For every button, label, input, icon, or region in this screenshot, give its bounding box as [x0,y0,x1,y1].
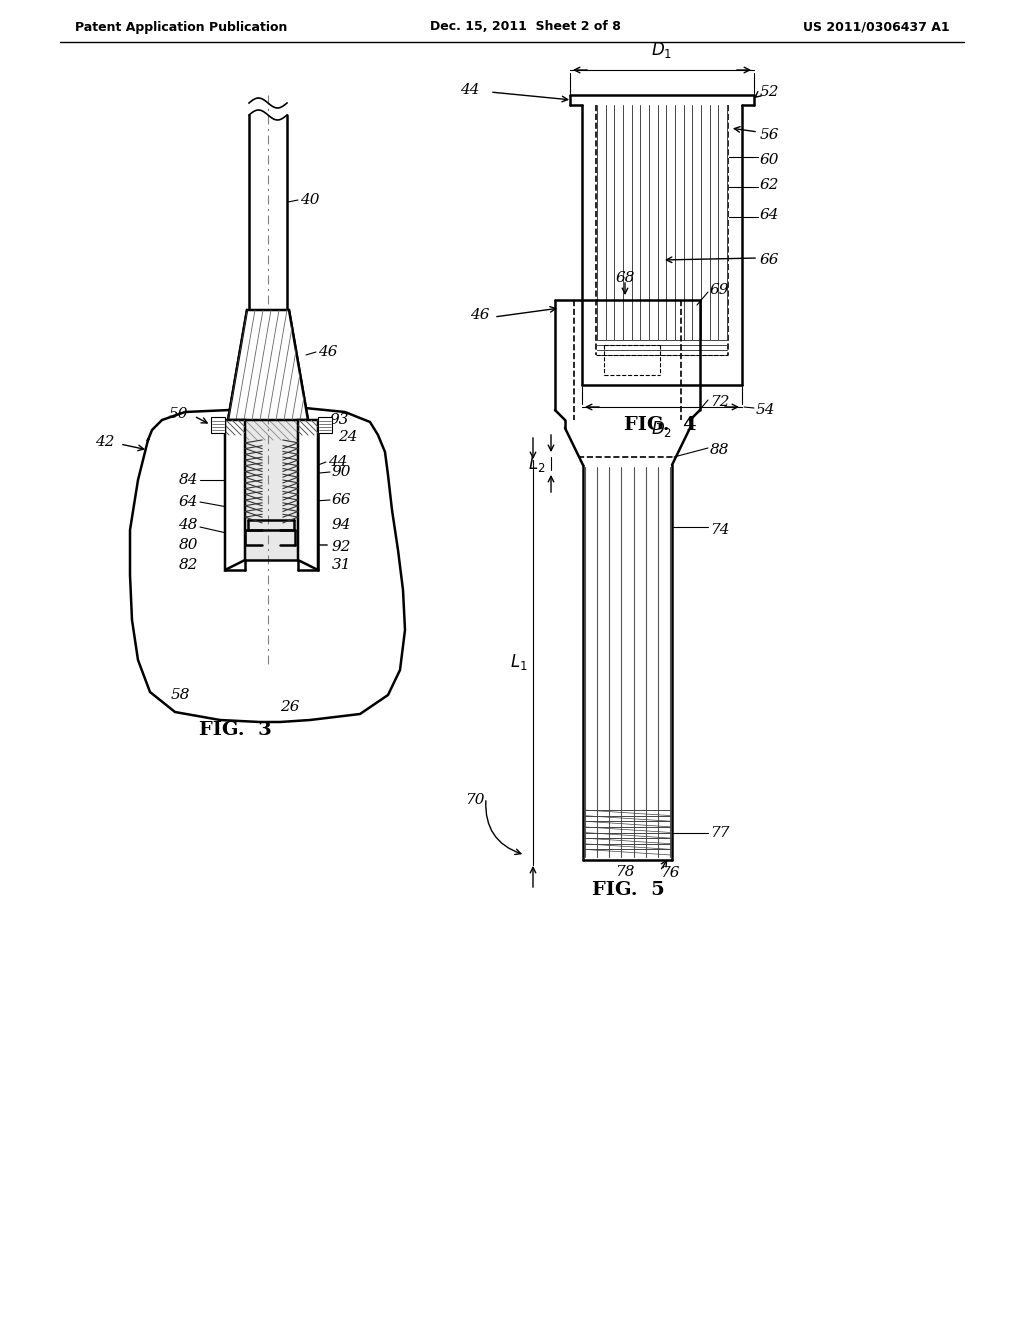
Text: FIG.  5: FIG. 5 [592,880,665,899]
Text: $D_1$: $D_1$ [651,40,673,59]
Text: Dec. 15, 2011  Sheet 2 of 8: Dec. 15, 2011 Sheet 2 of 8 [430,21,621,33]
Text: 93: 93 [330,413,349,426]
Polygon shape [318,417,332,433]
Text: 50: 50 [169,407,188,421]
Text: 90: 90 [332,465,351,479]
Text: 44: 44 [461,83,480,96]
Text: 84: 84 [178,473,198,487]
Text: 76: 76 [660,866,680,880]
Text: 58: 58 [170,688,189,702]
Text: 24: 24 [338,430,357,444]
Text: 74: 74 [710,523,729,537]
Polygon shape [228,310,308,420]
Text: 26: 26 [281,700,300,714]
Text: 48: 48 [178,517,198,532]
Text: 82: 82 [178,558,198,572]
Text: 80: 80 [178,539,198,552]
Text: $L_1$: $L_1$ [510,652,528,672]
Text: 52: 52 [760,84,779,99]
Text: 70: 70 [466,793,485,807]
Text: FIG.  4: FIG. 4 [624,416,696,434]
Text: 66: 66 [332,492,351,507]
Text: 66: 66 [760,253,779,267]
Text: $L_2$: $L_2$ [528,454,546,474]
Text: FIG.  3: FIG. 3 [199,721,271,739]
Text: 54: 54 [756,403,775,417]
Text: $D_2$: $D_2$ [651,418,673,440]
Text: 72: 72 [710,395,729,409]
Text: 40: 40 [300,193,319,207]
Text: 64: 64 [760,209,779,222]
Text: 69: 69 [710,282,729,297]
Text: 88: 88 [710,444,729,457]
Text: 64: 64 [178,495,198,510]
Polygon shape [211,417,225,433]
Text: 68: 68 [615,271,635,285]
Text: 60: 60 [760,153,779,168]
Text: US 2011/0306437 A1: US 2011/0306437 A1 [804,21,950,33]
Text: 44: 44 [328,455,347,469]
Text: Patent Application Publication: Patent Application Publication [75,21,288,33]
Polygon shape [245,420,298,560]
Text: 46: 46 [318,345,338,359]
Text: 78: 78 [615,865,635,879]
Text: 56: 56 [760,128,779,143]
Polygon shape [298,420,318,570]
Text: 42: 42 [95,436,115,449]
Polygon shape [225,420,245,570]
Text: 94: 94 [332,517,351,532]
Text: 77: 77 [710,826,729,840]
Text: 92: 92 [332,540,351,554]
Text: 62: 62 [760,178,779,191]
Text: 46: 46 [470,308,490,322]
Text: 31: 31 [332,558,351,572]
